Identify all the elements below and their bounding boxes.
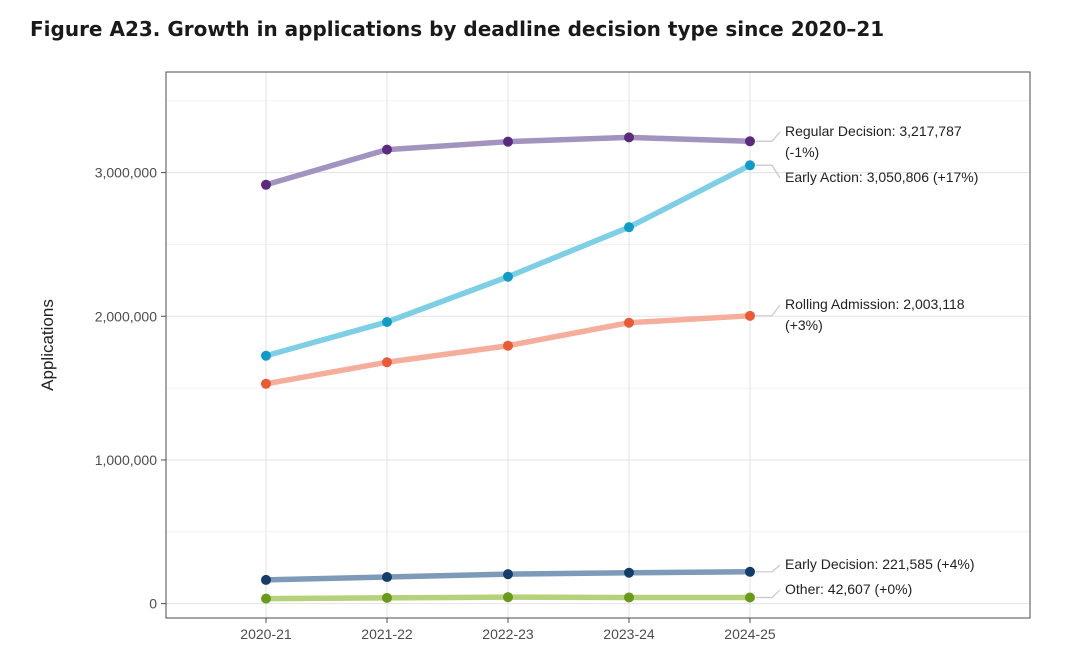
data-point-rolling-admission	[382, 357, 392, 368]
label-leader-early-action	[756, 164, 781, 179]
x-tick-label: 2020-21	[240, 626, 292, 642]
label-leader-early-decision	[756, 564, 781, 573]
data-point-regular-decision	[503, 136, 513, 147]
data-point-rolling-admission	[503, 340, 513, 351]
x-tick-label: 2023-24	[603, 626, 655, 642]
end-label-regular-decision: (-1%)	[785, 144, 819, 160]
end-label-early-action: Early Action: 3,050,806 (+17%)	[785, 169, 978, 185]
label-leaders	[756, 131, 781, 599]
label-leader-regular-decision	[756, 131, 781, 142]
data-point-other	[503, 592, 513, 603]
label-leader-other	[756, 589, 781, 599]
data-point-early-action	[382, 317, 392, 328]
data-point-other	[261, 593, 271, 604]
data-point-regular-decision	[745, 136, 755, 147]
data-point-rolling-admission	[745, 310, 755, 321]
data-point-regular-decision	[382, 144, 392, 155]
data-point-early-decision	[261, 574, 271, 585]
y-axis-label: Applications	[38, 299, 57, 391]
y-tick-label: 3,000,000	[95, 165, 157, 181]
plot-border	[165, 71, 1031, 619]
data-point-other	[745, 592, 755, 603]
data-point-regular-decision	[624, 132, 634, 143]
x-tick-label: 2024-25	[724, 626, 776, 642]
label-leader-rolling-admission	[756, 304, 781, 317]
y-axis: 0 1,000,000 2,000,000 3,000,000	[95, 165, 166, 612]
end-label-early-decision: Early Decision: 221,585 (+4%)	[785, 556, 975, 572]
data-point-rolling-admission	[624, 317, 634, 328]
end-label-regular-decision: Regular Decision: 3,217,787	[785, 123, 962, 139]
data-point-early-decision	[503, 569, 513, 580]
y-tick-label: 2,000,000	[95, 308, 157, 324]
end-label-rolling-admission: (+3%)	[785, 317, 823, 333]
series-points	[261, 132, 755, 604]
x-tick-label: 2021-22	[361, 626, 413, 642]
data-point-rolling-admission	[261, 378, 271, 389]
data-point-early-decision	[745, 566, 755, 577]
data-point-other	[382, 592, 392, 603]
data-point-regular-decision	[261, 179, 271, 190]
y-tick-label: 0	[149, 596, 157, 612]
data-point-early-decision	[382, 572, 392, 583]
x-tick-label: 2022-23	[482, 626, 534, 642]
y-tick-label: 1,000,000	[95, 452, 157, 468]
data-point-early-action	[624, 222, 634, 233]
end-label-other: Other: 42,607 (+0%)	[785, 581, 912, 597]
data-point-early-action	[745, 160, 755, 171]
data-point-other	[624, 592, 634, 603]
x-axis: 2020-21 2021-22 2022-23 2023-24 2024-25	[240, 618, 776, 642]
data-point-early-action	[261, 350, 271, 361]
figure-title: Figure A23. Growth in applications by de…	[30, 17, 885, 41]
end-label-rolling-admission: Rolling Admission: 2,003,118	[785, 296, 965, 312]
data-point-early-decision	[624, 567, 634, 578]
data-point-early-action	[503, 271, 513, 282]
end-labels: Regular Decision: 3,217,787 (-1%) Early Ac…	[785, 123, 978, 597]
